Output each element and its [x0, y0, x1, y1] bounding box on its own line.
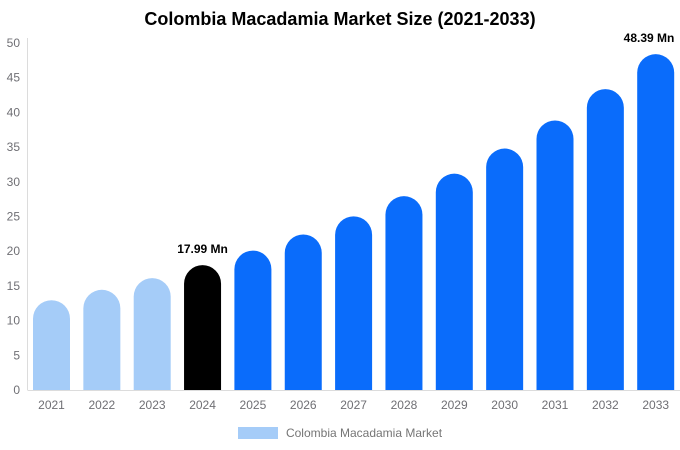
y-tick-label: 0	[13, 383, 20, 397]
bar-2029	[435, 173, 473, 390]
bar-2021	[33, 300, 70, 390]
x-tick-label-2032: 2032	[592, 398, 619, 412]
bar-2033	[637, 54, 675, 390]
bar-2027	[335, 216, 373, 390]
y-tick-label: 5	[13, 348, 20, 362]
bar-2022	[83, 289, 121, 390]
bar-2032	[586, 89, 624, 390]
x-tick-label-2024: 2024	[189, 398, 216, 412]
data-label-2024: 17.99 Mn	[177, 242, 228, 256]
x-tick-label-2026: 2026	[290, 398, 317, 412]
x-tick-label-2029: 2029	[441, 398, 468, 412]
bar-2030	[486, 148, 524, 390]
bar-2025	[234, 250, 272, 390]
x-tick-label-2031: 2031	[542, 398, 569, 412]
y-tick-label: 45	[7, 71, 21, 85]
y-tick-label: 35	[7, 140, 21, 154]
legend-swatch-icon[interactable]	[237, 427, 278, 439]
legend-label[interactable]: Colombia Macadamia Market	[285, 426, 443, 440]
y-tick-label: 50	[7, 36, 21, 50]
y-tick-label: 40	[7, 105, 21, 119]
y-tick-label: 30	[7, 175, 21, 189]
x-tick-label-2025: 2025	[240, 398, 267, 412]
y-tick-label: 20	[7, 244, 21, 258]
bar-2023	[133, 278, 171, 390]
x-tick-label-2023: 2023	[139, 398, 166, 412]
y-tick-label: 10	[7, 314, 21, 328]
legend: Colombia Macadamia Market	[0, 426, 680, 440]
y-tick-label: 25	[7, 210, 21, 224]
x-tick-label-2027: 2027	[340, 398, 367, 412]
bar-2031	[536, 120, 574, 390]
chart-title: Colombia Macadamia Market Size (2021-203…	[144, 9, 536, 29]
bar-2024	[184, 265, 222, 390]
x-tick-label-2021: 2021	[38, 398, 65, 412]
bar-2028	[385, 196, 423, 390]
x-tick-label-2030: 2030	[491, 398, 518, 412]
x-tick-label-2022: 2022	[88, 398, 115, 412]
x-tick-label-2033: 2033	[642, 398, 669, 412]
x-tick-label-2028: 2028	[391, 398, 418, 412]
data-label-2033: 48.39 Mn	[624, 31, 675, 45]
y-tick-label: 15	[7, 279, 21, 293]
bar-2026	[284, 234, 322, 390]
